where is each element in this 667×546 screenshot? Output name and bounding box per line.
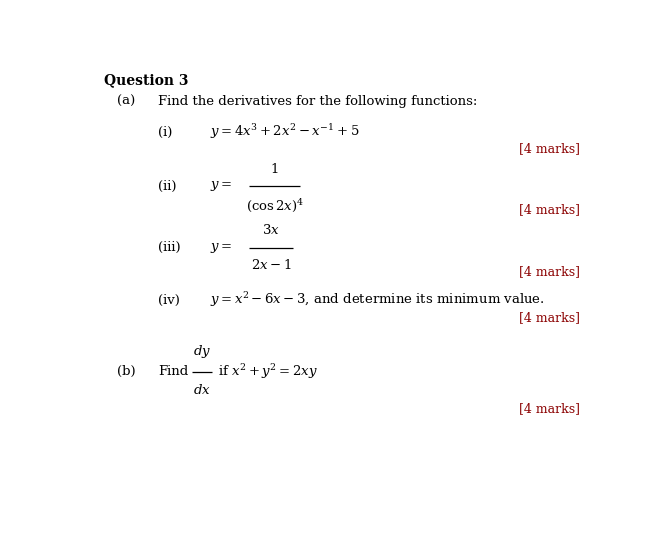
Text: $3x$: $3x$ <box>262 223 279 238</box>
Text: $y=$: $y=$ <box>210 241 232 254</box>
Text: $y=x^2-6x-3$, and determine its minimum value.: $y=x^2-6x-3$, and determine its minimum … <box>210 290 545 310</box>
Text: [4 marks]: [4 marks] <box>519 204 580 217</box>
Text: Question 3: Question 3 <box>104 73 189 87</box>
Text: (ii): (ii) <box>158 180 177 193</box>
Text: $2x-1$: $2x-1$ <box>251 258 291 272</box>
Text: $dx$: $dx$ <box>193 383 211 397</box>
Text: $dy$: $dy$ <box>193 343 211 360</box>
Text: (a): (a) <box>117 95 135 108</box>
Text: (b): (b) <box>117 365 135 378</box>
Text: [4 marks]: [4 marks] <box>519 311 580 324</box>
Text: $y=4x^3+2x^2-x^{-1}+5$: $y=4x^3+2x^2-x^{-1}+5$ <box>210 122 360 141</box>
Text: Find: Find <box>158 365 189 378</box>
Text: [4 marks]: [4 marks] <box>519 265 580 278</box>
Text: $y=$: $y=$ <box>210 179 232 193</box>
Text: if $x^2+y^2=2xy$: if $x^2+y^2=2xy$ <box>217 362 317 381</box>
Text: [4 marks]: [4 marks] <box>519 143 580 156</box>
Text: (i): (i) <box>158 126 173 139</box>
Text: $1$: $1$ <box>270 162 279 176</box>
Text: (iii): (iii) <box>158 241 181 254</box>
Text: [4 marks]: [4 marks] <box>519 402 580 416</box>
Text: $(\cos 2x)^4$: $(\cos 2x)^4$ <box>245 197 303 214</box>
Text: (iv): (iv) <box>158 294 180 307</box>
Text: Find the derivatives for the following functions:: Find the derivatives for the following f… <box>158 95 478 108</box>
